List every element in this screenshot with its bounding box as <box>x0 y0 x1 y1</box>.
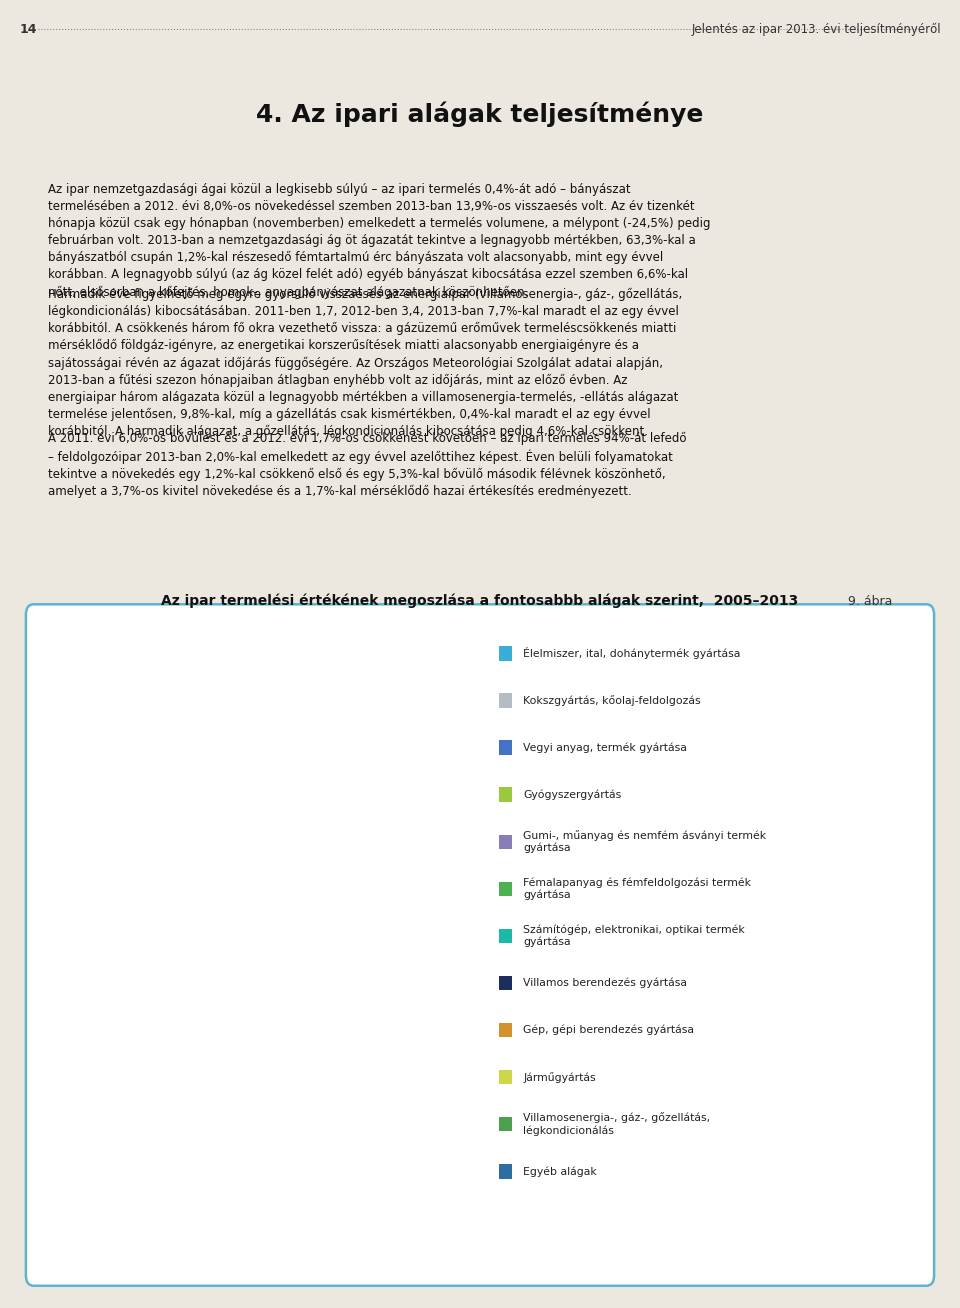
Text: A 2011. évi 6,0%-os bővülést és a 2012. évi 1,7%-os csökkenést követően – az ipa: A 2011. évi 6,0%-os bővülést és a 2012. … <box>48 432 686 498</box>
Text: Harmadik éve figyelhető meg egyre gyorsuló visszaesés az energiaipar (villamosen: Harmadik éve figyelhető meg egyre gyorsu… <box>48 288 683 438</box>
Text: Az ipar nemzetgazdasági ágai közül a legkisebb súlyú – az ipari termelés 0,4%-át: Az ipar nemzetgazdasági ágai közül a leg… <box>48 183 710 298</box>
Text: Gép, gépi berendezés gyártása: Gép, gépi berendezés gyártása <box>523 1024 694 1036</box>
Text: Vegyi anyag, termék gyártása: Vegyi anyag, termék gyártása <box>523 742 687 753</box>
Text: Az ipar termelési értékének megoszlása a fontosabbb alágak szerint,  2005–2013: Az ipar termelési értékének megoszlása a… <box>161 594 799 608</box>
Text: %: % <box>32 607 44 620</box>
Text: 14: 14 <box>19 24 36 35</box>
Text: Villamos berendezés gyártása: Villamos berendezés gyártása <box>523 977 687 989</box>
Text: 4. Az ipari alágak teljesítménye: 4. Az ipari alágak teljesítménye <box>256 102 704 127</box>
Text: Gumi-, műanyag és nemfém ásványi termék
gyártása: Gumi-, műanyag és nemfém ásványi termék … <box>523 829 766 854</box>
Text: Gyógyszergyártás: Gyógyszergyártás <box>523 789 621 800</box>
Text: Élelmiszer, ital, dohánytermék gyártása: Élelmiszer, ital, dohánytermék gyártása <box>523 647 740 659</box>
Text: 9. ábra: 9. ábra <box>849 595 893 608</box>
Text: Jelentés az ipar 2013. évi teljesítményéről: Jelentés az ipar 2013. évi teljesítményé… <box>691 22 941 37</box>
Text: Számítógép, elektronikai, optikai termék
gyártása: Számítógép, elektronikai, optikai termék… <box>523 925 745 947</box>
Text: Járműgyártás: Járműgyártás <box>523 1071 596 1083</box>
Text: Egyéb alágak: Egyéb alágak <box>523 1165 597 1177</box>
Text: Villamosenergia-, gáz-, gőzellátás,
légkondicionálás: Villamosenergia-, gáz-, gőzellátás, légk… <box>523 1112 710 1137</box>
Text: Fémalapanyag és fémfeldolgozási termék
gyártása: Fémalapanyag és fémfeldolgozási termék g… <box>523 878 752 900</box>
Text: Kokszgyártás, kőolaj-feldolgozás: Kokszgyártás, kőolaj-feldolgozás <box>523 695 701 706</box>
